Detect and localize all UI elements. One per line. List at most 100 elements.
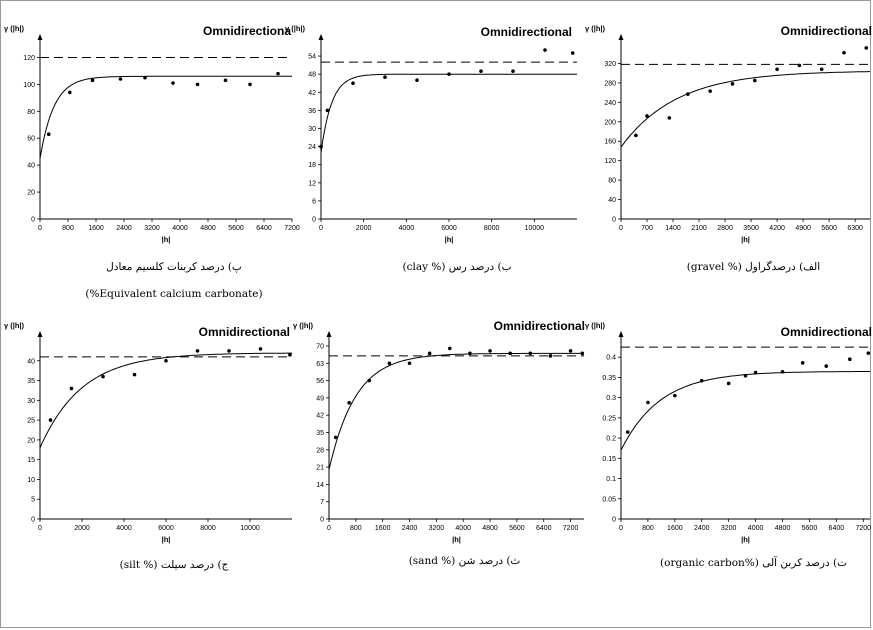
y-tick-label: 20 <box>27 190 35 197</box>
x-tick-label: 6000 <box>441 225 457 232</box>
x-tick-label: 4200 <box>769 225 785 232</box>
y-tick-label: 21 <box>316 465 324 472</box>
y-axis-arrow <box>618 331 624 337</box>
y-axis-label: γ (|h|) <box>4 24 25 33</box>
y-tick-label: 200 <box>604 119 616 126</box>
x-tick-label: 7200 <box>563 525 579 532</box>
data-point <box>383 75 387 79</box>
y-tick-label: 54 <box>308 54 316 61</box>
y-tick-label: 320 <box>604 61 616 68</box>
chart-silt: 0 2000 4000 6000 8000 10000 0 5 10 15 20 25 30 35 40 γ … <box>4 321 292 571</box>
x-tick-label: 3200 <box>721 525 737 532</box>
data-point <box>227 349 231 353</box>
x-tick-label: 1400 <box>665 225 681 232</box>
y-tick-label: 280 <box>604 80 616 87</box>
data-point <box>367 378 372 383</box>
x-tick-label: 0 <box>38 225 42 232</box>
data-point <box>447 72 451 76</box>
y-tick-label: 35 <box>27 378 35 385</box>
x-tick-label: 4800 <box>200 225 216 232</box>
y-axis-label: γ (|h|) <box>4 321 25 330</box>
model-curve <box>620 71 870 148</box>
data-point <box>46 132 51 136</box>
x-tick-label: 4000 <box>116 525 132 532</box>
y-tick-label: 40 <box>27 358 35 365</box>
model-curve <box>620 371 870 451</box>
data-point <box>645 114 649 118</box>
y-tick-label: 0 <box>612 217 616 224</box>
x-tick-label: 4800 <box>482 525 498 532</box>
y-tick-label: 0.2 <box>606 436 616 443</box>
chart-title: Omnidirectional <box>494 319 585 333</box>
data-point <box>325 108 330 113</box>
y-tick-label: 15 <box>27 457 35 464</box>
x-tick-label: 4900 <box>795 225 811 232</box>
y-tick-label: 18 <box>308 162 316 169</box>
x-tick-label: 5600 <box>228 225 244 232</box>
x-tick-label: 7200 <box>284 225 300 232</box>
y-tick-label: 48 <box>308 72 316 79</box>
y-axis-arrow <box>326 331 332 337</box>
x-tick-label: 800 <box>642 525 654 532</box>
model-curve <box>328 352 584 470</box>
x-tick-label: 4800 <box>775 525 791 532</box>
y-tick-label: 0 <box>320 517 324 524</box>
x-tick-label: 5600 <box>802 525 818 532</box>
data-point <box>842 50 846 55</box>
x-tick-label: 2400 <box>116 225 132 232</box>
y-axis-label: γ (|h|) <box>293 321 314 330</box>
y-tick-label: 0 <box>31 517 35 524</box>
data-point <box>479 69 483 73</box>
chart-caption: پ) درصد کربنات کلسیم معادل <box>106 261 242 273</box>
x-tick-label: 700 <box>641 225 653 232</box>
x-tick-label: 6400 <box>829 525 845 532</box>
data-point <box>508 351 512 356</box>
chart-caption: ب) درصد رس (% clay) <box>402 261 511 273</box>
x-axis-label: |h| <box>162 535 171 544</box>
data-point <box>726 381 731 386</box>
data-point <box>164 358 168 363</box>
data-point <box>143 75 147 80</box>
y-tick-label: 12 <box>308 180 316 187</box>
y-tick-label: 0.15 <box>602 456 616 463</box>
y-tick-label: 40 <box>608 197 616 204</box>
y-tick-label: 56 <box>316 378 324 385</box>
y-axis-arrow <box>618 34 624 40</box>
data-point <box>258 347 263 351</box>
chart-title: Omnidirectional <box>481 25 572 39</box>
y-tick-label: 28 <box>316 447 324 454</box>
x-tick-label: 2400 <box>694 525 710 532</box>
data-point <box>90 78 95 83</box>
data-point <box>223 78 228 83</box>
x-tick-label: 8000 <box>484 225 500 232</box>
y-tick-label: 49 <box>316 395 324 402</box>
y-tick-label: 0.05 <box>602 496 616 503</box>
chart-caco3: 0 800 1600 2400 3200 4000 4800 5600 6400 7200 0 20 4… <box>4 24 300 300</box>
data-point <box>580 351 585 356</box>
y-tick-label: 42 <box>316 413 324 420</box>
data-point <box>819 67 824 72</box>
x-tick-label: 6300 <box>847 225 863 232</box>
x-tick-label: 2800 <box>717 225 733 232</box>
x-tick-label: 2000 <box>356 225 372 232</box>
x-tick-label: 10000 <box>240 525 260 532</box>
data-point <box>333 435 338 440</box>
data-point <box>132 372 137 377</box>
data-point <box>415 78 419 83</box>
data-point <box>387 361 392 366</box>
x-axis-label: |h| <box>162 235 171 244</box>
y-tick-label: 10 <box>27 477 35 484</box>
data-point <box>753 370 758 375</box>
chart-organic-carbon: 0 800 1600 2400 3200 4000 4800 5600 6400 7200 0 0.0… <box>585 321 872 569</box>
y-tick-label: 0 <box>31 217 35 224</box>
data-point <box>407 361 412 366</box>
x-tick-label: 0 <box>619 525 623 532</box>
x-tick-label: 800 <box>350 525 362 532</box>
y-axis-label: γ (|h|) <box>285 24 306 33</box>
y-tick-label: 14 <box>316 482 324 489</box>
data-point <box>447 346 452 351</box>
x-tick-label: 4000 <box>399 225 415 232</box>
data-point <box>48 418 53 422</box>
